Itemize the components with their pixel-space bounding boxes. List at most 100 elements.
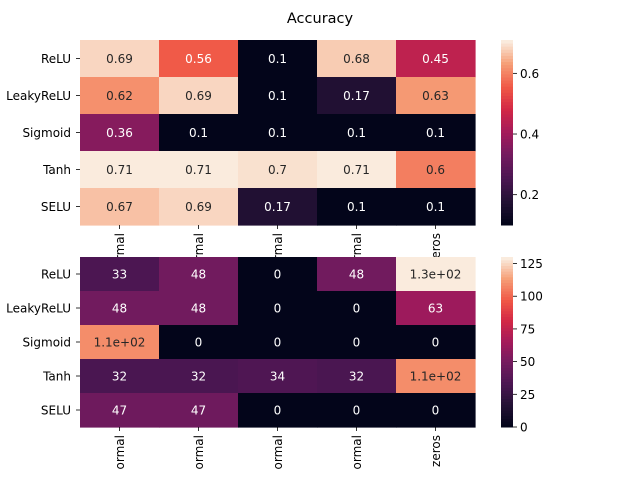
heatmap-cell bbox=[80, 114, 160, 152]
heatmap-cell bbox=[80, 393, 160, 428]
cell-label: 0.1 bbox=[347, 126, 366, 140]
colorbar-segment bbox=[501, 104, 513, 109]
heatmap-cell bbox=[317, 151, 397, 189]
x-tick-label: ormal bbox=[113, 435, 127, 469]
colorbar-tick-label: 0.2 bbox=[520, 188, 539, 202]
heatmap-cell bbox=[159, 325, 239, 360]
y-tick-label: Tanh bbox=[42, 163, 71, 177]
colorbar-segment bbox=[501, 327, 513, 332]
colorbar-segment bbox=[501, 147, 513, 152]
heatmap-cell bbox=[317, 114, 397, 152]
colorbar-segment bbox=[501, 356, 513, 360]
heatmap-cell bbox=[80, 325, 160, 360]
colorbar-segment bbox=[501, 172, 513, 177]
heatmap-cell bbox=[396, 393, 476, 428]
cell-label: 0 bbox=[274, 268, 282, 282]
colorbar-segment bbox=[501, 410, 513, 414]
colorbar-segment bbox=[501, 73, 513, 78]
colorbar-segment bbox=[501, 285, 513, 289]
colorbar-segment bbox=[501, 359, 513, 363]
heatmap-cell bbox=[80, 77, 160, 115]
heatmap-cell bbox=[396, 291, 476, 326]
heatmap-cell bbox=[317, 77, 397, 115]
colorbar-tick-label: 50 bbox=[520, 355, 535, 369]
colorbar-segment bbox=[501, 415, 513, 419]
cell-label: 32 bbox=[191, 370, 206, 384]
heatmap-cell bbox=[238, 359, 318, 394]
colorbar-segment bbox=[501, 262, 513, 266]
heatmap-cell bbox=[317, 325, 397, 360]
y-tick-label: LeakyReLU bbox=[6, 302, 71, 316]
colorbar-segment bbox=[501, 49, 513, 53]
heatmap-cell bbox=[238, 257, 318, 292]
heatmap-cell bbox=[396, 188, 476, 226]
cell-label: 32 bbox=[349, 370, 364, 384]
colorbar-segment bbox=[501, 418, 513, 422]
colorbar-segment bbox=[501, 395, 513, 400]
colorbar-segment bbox=[501, 184, 513, 189]
heatmap-cell bbox=[317, 257, 397, 292]
cell-label: 0 bbox=[274, 404, 282, 418]
cell-label: 48 bbox=[349, 268, 364, 282]
colorbar-segment bbox=[501, 80, 513, 84]
cell-label: 0.1 bbox=[268, 89, 287, 103]
cell-label: 0 bbox=[274, 302, 282, 316]
colorbar-tick-label: 125 bbox=[520, 257, 543, 271]
heatmap-cell bbox=[396, 257, 476, 292]
colorbar: 0 25 50 75 100 125 bbox=[501, 257, 543, 435]
colorbar-segment bbox=[501, 135, 513, 140]
cell-label: 0.71 bbox=[343, 163, 370, 177]
cell-label: 47 bbox=[191, 404, 206, 418]
cell-label: 0.69 bbox=[185, 89, 212, 103]
colorbar-segment bbox=[501, 325, 513, 329]
colorbar-segment bbox=[501, 141, 513, 146]
heatmap-cell bbox=[317, 359, 397, 394]
heatmap-cell bbox=[396, 151, 476, 189]
colorbar-segment bbox=[501, 376, 513, 380]
colorbar-segment bbox=[501, 132, 513, 137]
cell-label: 63 bbox=[428, 302, 443, 316]
colorbar-segment bbox=[501, 215, 513, 220]
cell-label: 48 bbox=[191, 302, 206, 316]
colorbar-segment bbox=[501, 268, 513, 272]
heatmap-cell bbox=[238, 325, 318, 360]
y-tick-label: LeakyReLU bbox=[6, 89, 71, 103]
colorbar-segment bbox=[501, 393, 513, 397]
x-tick-label: zeros bbox=[429, 435, 443, 467]
heatmap-cell bbox=[238, 40, 318, 78]
colorbar-segment bbox=[501, 107, 513, 112]
cell-label: 47 bbox=[112, 404, 127, 418]
colorbar-segment bbox=[501, 350, 513, 354]
cell-label: 1.3e+02 bbox=[410, 268, 462, 282]
colorbar-segment bbox=[501, 151, 513, 155]
colorbar-segment bbox=[501, 40, 513, 44]
heatmap-cell bbox=[396, 359, 476, 394]
colorbar-tick-label: 100 bbox=[520, 290, 543, 304]
colorbar-segment bbox=[501, 70, 513, 75]
heatmap-cell bbox=[159, 77, 239, 115]
heatmap-cell bbox=[396, 325, 476, 360]
colorbar-segment bbox=[501, 117, 513, 121]
heatmap-cell bbox=[238, 114, 318, 152]
colorbar-segment bbox=[501, 387, 513, 391]
colorbar-segment bbox=[501, 58, 513, 63]
colorbar-segment bbox=[501, 197, 513, 201]
colorbar-segment bbox=[501, 52, 513, 56]
heatmap-cell bbox=[80, 40, 160, 78]
colorbar-segment bbox=[501, 181, 513, 186]
figure-title: Accuracy bbox=[287, 11, 354, 27]
y-tick-label: Sigmoid bbox=[22, 126, 71, 140]
colorbar-segment bbox=[501, 218, 513, 223]
colorbar-segment bbox=[501, 390, 513, 394]
cell-label: 0 bbox=[353, 404, 361, 418]
cell-label: 0 bbox=[353, 302, 361, 316]
cell-label: 48 bbox=[112, 302, 127, 316]
cell-label: 0.69 bbox=[185, 200, 212, 214]
cell-label: 0.71 bbox=[185, 163, 212, 177]
colorbar-segment bbox=[501, 336, 513, 340]
colorbar-tick-label: 0.6 bbox=[520, 67, 539, 81]
cell-label: 33 bbox=[112, 268, 127, 282]
cell-label: 0.67 bbox=[106, 200, 133, 214]
colorbar-segment bbox=[501, 257, 513, 261]
colorbar-segment bbox=[501, 86, 513, 90]
